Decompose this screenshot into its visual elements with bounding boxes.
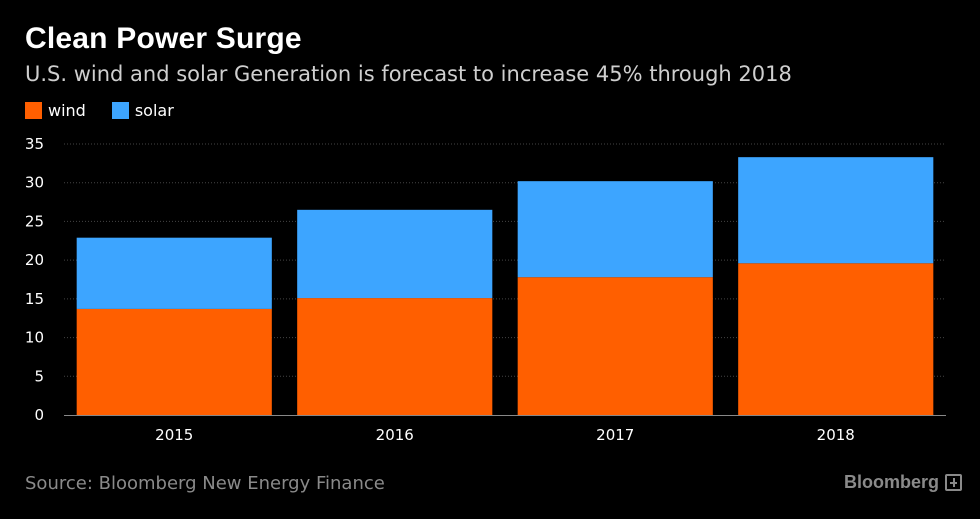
bar-solar-2018	[738, 157, 934, 264]
x-tick-label: 2016	[376, 426, 414, 444]
bar-wind-2018	[738, 263, 934, 415]
legend-swatch-wind	[25, 101, 42, 119]
y-tick-label: 25	[25, 212, 44, 230]
y-tick-label: 5	[34, 367, 44, 385]
chart-title: Clean Power Surge	[25, 22, 302, 55]
bar-wind-2016	[297, 298, 493, 415]
chart-subtitle: U.S. wind and solar Generation is foreca…	[25, 62, 792, 86]
y-tick-label: 15	[25, 290, 44, 308]
y-tick-label: 0	[34, 406, 44, 424]
logo-text: Bloomberg	[843, 472, 939, 492]
y-tick-label: 10	[25, 329, 44, 347]
source-note: Source: Bloomberg New Energy Finance	[25, 473, 385, 494]
y-tick-label: 30	[25, 174, 44, 192]
legend-label-wind: wind	[48, 100, 86, 120]
legend-item-wind: wind	[25, 101, 86, 120]
legend-item-solar: solar	[111, 100, 174, 120]
x-tick-label: 2018	[817, 426, 855, 444]
x-tick-label: 2015	[155, 426, 193, 444]
y-tick-label: 20	[25, 251, 44, 269]
bar-wind-2015	[76, 308, 272, 415]
bar-solar-2016	[297, 209, 493, 299]
bar-wind-2017	[517, 277, 713, 415]
x-tick-label: 2017	[596, 426, 634, 444]
bloomberg-logo: Bloomberg	[844, 472, 962, 493]
chart-legend: wind solar	[25, 99, 200, 121]
bloomberg-plus-icon	[945, 474, 962, 491]
bar-solar-2015	[76, 237, 272, 309]
legend-swatch-solar	[111, 101, 129, 119]
y-tick-label: 35	[25, 135, 44, 153]
bar-solar-2017	[517, 181, 713, 278]
legend-label-solar: solar	[134, 100, 174, 120]
